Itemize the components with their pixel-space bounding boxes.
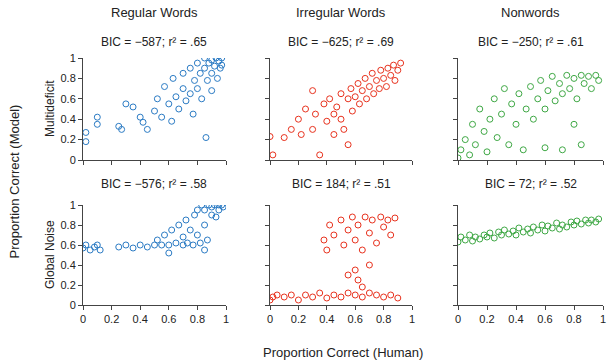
svg-text:0.4: 0.4: [61, 113, 76, 125]
svg-text:0.2: 0.2: [104, 313, 119, 325]
svg-text:0.8: 0.8: [376, 313, 391, 325]
svg-text:0.2: 0.2: [479, 313, 494, 325]
svg-text:1: 1: [600, 313, 606, 325]
svg-text:0.6: 0.6: [61, 239, 76, 251]
svg-text:0.4: 0.4: [133, 313, 148, 325]
svg-text:0.2: 0.2: [61, 279, 76, 291]
svg-text:0: 0: [70, 154, 76, 166]
svg-text:0.8: 0.8: [61, 72, 76, 84]
svg-text:0.6: 0.6: [537, 313, 552, 325]
svg-text:0.4: 0.4: [508, 313, 523, 325]
svg-text:Regular Words: Regular Words: [111, 5, 198, 20]
svg-text:1: 1: [409, 313, 415, 325]
svg-text:BIC = −576; r² = .58: BIC = −576; r² = .58: [101, 177, 207, 191]
svg-text:BIC = −587; r² = .65: BIC = −587; r² = .65: [101, 35, 207, 49]
svg-text:0: 0: [267, 313, 273, 325]
svg-text:BIC = −625; r² = .69: BIC = −625; r² = .69: [288, 35, 394, 49]
svg-text:0.4: 0.4: [319, 313, 334, 325]
svg-text:Proportion Correct (Model): Proportion Correct (Model): [7, 105, 22, 259]
svg-text:Proportion Correct (Human): Proportion Correct (Human): [263, 345, 423, 360]
svg-text:BIC = 184; r² = .51: BIC = 184; r² = .51: [292, 177, 391, 191]
svg-text:Global Noise: Global Noise: [43, 220, 57, 289]
svg-text:Multideficit: Multideficit: [43, 80, 57, 137]
svg-text:0: 0: [455, 313, 461, 325]
svg-text:BIC = 72; r² = .52: BIC = 72; r² = .52: [485, 177, 577, 191]
svg-text:0.8: 0.8: [190, 313, 205, 325]
svg-text:0.2: 0.2: [291, 313, 306, 325]
svg-text:0: 0: [70, 299, 76, 311]
svg-text:0.6: 0.6: [348, 313, 363, 325]
svg-text:0: 0: [80, 313, 86, 325]
svg-text:1: 1: [223, 313, 229, 325]
svg-text:Irregular Words: Irregular Words: [296, 5, 386, 20]
svg-text:1: 1: [70, 52, 76, 64]
svg-text:0.2: 0.2: [61, 133, 76, 145]
svg-text:Nonwords: Nonwords: [501, 5, 560, 20]
svg-text:0.8: 0.8: [61, 219, 76, 231]
svg-text:1: 1: [70, 199, 76, 211]
svg-text:0.6: 0.6: [161, 313, 176, 325]
svg-text:BIC = −250; r² = .61: BIC = −250; r² = .61: [478, 35, 584, 49]
svg-text:0.8: 0.8: [566, 313, 581, 325]
svg-text:0.4: 0.4: [61, 259, 76, 271]
svg-text:0.6: 0.6: [61, 93, 76, 105]
